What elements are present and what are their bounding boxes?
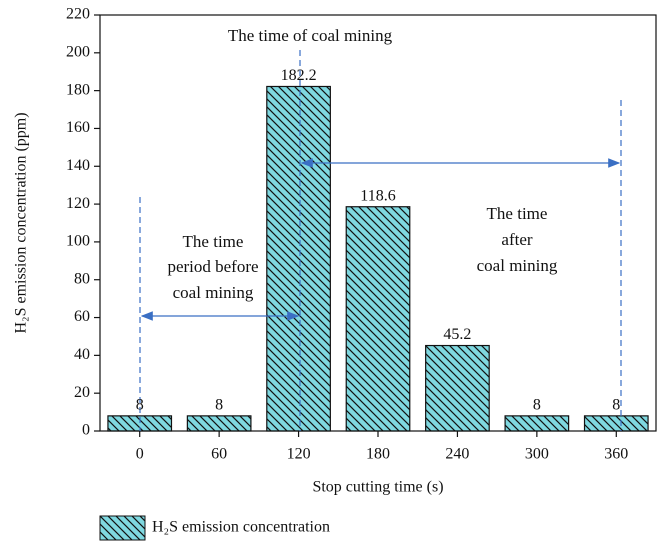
y-tick-label: 20 <box>74 384 90 401</box>
x-tick-label: 300 <box>525 446 549 463</box>
bar <box>425 344 490 432</box>
x-tick-label: 360 <box>604 446 628 463</box>
data-label: 8 <box>215 397 223 414</box>
y-tick-label: 100 <box>66 233 90 250</box>
annotation: coal mining <box>477 256 558 275</box>
bar <box>266 85 331 432</box>
legend-swatch <box>99 515 146 541</box>
bar <box>504 415 570 432</box>
bar <box>345 206 411 432</box>
data-label: 118.6 <box>360 187 395 204</box>
y-tick-label: 200 <box>66 43 90 60</box>
x-tick-label: 180 <box>366 446 390 463</box>
y-tick-label: 160 <box>66 119 90 136</box>
data-label: 45.2 <box>443 326 471 343</box>
y-tick-label: 40 <box>74 346 90 363</box>
y-tick-label: 220 <box>66 6 90 23</box>
y-tick-label: 0 <box>82 422 90 439</box>
data-label: 8 <box>612 397 620 414</box>
data-label: 8 <box>533 397 541 414</box>
y-tick-label: 180 <box>66 81 90 98</box>
annotation: coal mining <box>173 283 254 302</box>
legend-label: H₂S emission concentration <box>152 519 330 536</box>
annotation-lines <box>139 50 622 431</box>
bar <box>583 415 649 432</box>
x-tick-label: 60 <box>211 446 227 463</box>
annotation: period before <box>167 257 258 276</box>
y-tick-label: 80 <box>74 270 90 287</box>
y-tick-label: 140 <box>66 157 90 174</box>
annotation: The time of coal mining <box>228 26 393 45</box>
x-tick-label: 240 <box>445 446 469 463</box>
x-axis-label: Stop cutting time (s) <box>312 479 443 496</box>
bar <box>186 415 252 432</box>
y-axis-label: H₂S emission concentration (ppm) <box>13 112 30 333</box>
x-tick-label: 0 <box>136 446 144 463</box>
annotation: after <box>501 230 532 249</box>
y-tick-label: 120 <box>66 195 90 212</box>
y-tick-label: 60 <box>74 308 90 325</box>
plot <box>107 85 649 432</box>
data-label: 8 <box>136 397 144 414</box>
annotation: The time <box>183 232 244 251</box>
x-tick-label: 120 <box>287 446 311 463</box>
annotation: The time <box>487 204 548 223</box>
data-label: 182.2 <box>281 67 317 84</box>
